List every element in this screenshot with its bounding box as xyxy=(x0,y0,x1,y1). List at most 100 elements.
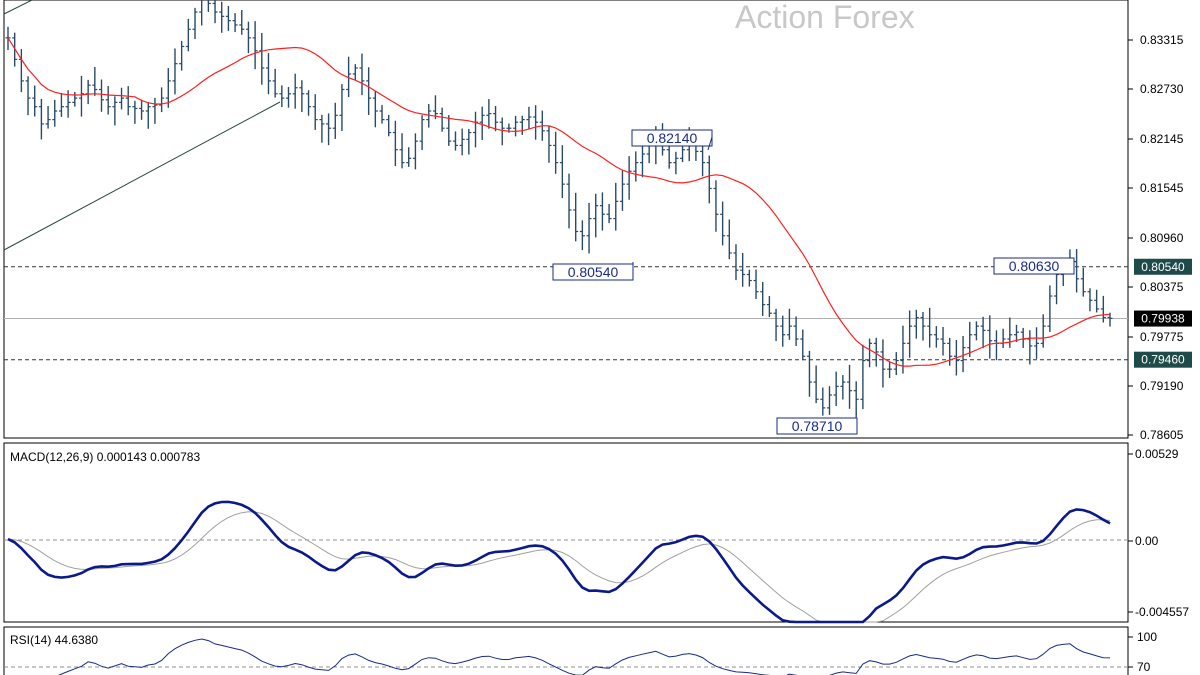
price-bar xyxy=(887,361,893,379)
price-bar xyxy=(185,18,191,52)
price-bar xyxy=(1100,295,1106,323)
rsi-tick-label: 70 xyxy=(1137,660,1151,674)
price-bar xyxy=(800,329,806,361)
price-bar xyxy=(319,114,325,143)
price-bar xyxy=(466,128,472,155)
price-bar xyxy=(786,308,792,340)
macd-label: MACD(12,26,9) 0.000143 0.000783 xyxy=(10,450,200,464)
price-bar xyxy=(533,105,539,140)
macd-tick-label: 0.00 xyxy=(1135,534,1159,548)
price-bar xyxy=(199,0,203,26)
price-bar xyxy=(245,21,251,54)
axis-price-tag-label: 0.79460 xyxy=(1141,353,1185,367)
rsi-axis: 100 70 xyxy=(1128,630,1157,674)
price-bar xyxy=(860,344,866,410)
annotation-label: 0.82140 xyxy=(647,130,698,146)
macd-line xyxy=(7,500,1111,624)
price-bar xyxy=(252,21,258,70)
price-bar xyxy=(853,381,859,418)
axis-price-tag: 0.79460 xyxy=(1134,351,1192,368)
price-bar xyxy=(132,100,138,124)
annotation-0.80630: 0.80630 xyxy=(993,257,1075,275)
price-bar xyxy=(987,315,993,359)
price-bar xyxy=(112,96,118,126)
price-bar xyxy=(733,244,739,281)
price-bar xyxy=(219,1,225,33)
price-bar xyxy=(25,76,31,116)
price-bar xyxy=(973,321,979,341)
macd-signal-line xyxy=(7,511,1111,623)
price-tick-label: 0.79190 xyxy=(1140,379,1184,393)
axis-price-tag: 0.79938 xyxy=(1134,310,1192,327)
price-bar xyxy=(372,91,378,128)
price-bar xyxy=(286,87,292,108)
price-bar xyxy=(359,53,365,96)
price-bar xyxy=(760,282,766,316)
price-bar xyxy=(907,310,913,358)
price-bar xyxy=(486,99,492,129)
price-bar xyxy=(439,107,445,132)
price-bar xyxy=(553,131,559,174)
price-bar xyxy=(700,145,706,177)
price-bar xyxy=(513,115,519,137)
price-bar xyxy=(873,337,879,367)
price-bar xyxy=(165,68,171,108)
price-bar xyxy=(207,0,211,12)
price-bar xyxy=(1047,285,1053,333)
price-bar xyxy=(279,85,285,108)
price-tick-label: 0.78605 xyxy=(1140,428,1184,442)
macd-tick-label: -0.004557 xyxy=(1135,605,1189,619)
price-bar xyxy=(1027,330,1033,365)
price-bar xyxy=(546,125,552,163)
price-bar xyxy=(813,365,819,404)
price-bar xyxy=(479,106,485,141)
price-bar xyxy=(579,220,585,251)
price-bar xyxy=(265,52,271,95)
price-bar xyxy=(1034,327,1040,359)
price-bar xyxy=(673,151,679,175)
price-channel xyxy=(3,0,281,251)
price-bar xyxy=(1087,288,1093,312)
price-bar xyxy=(593,193,599,238)
price-tick-label: 0.82145 xyxy=(1140,132,1184,146)
price-bar xyxy=(326,113,332,146)
price-bar xyxy=(232,13,238,33)
price-tick-label: 0.80960 xyxy=(1140,231,1184,245)
price-tick-label: 0.79775 xyxy=(1140,330,1184,344)
macd-panel-frame xyxy=(3,442,1129,623)
price-bar xyxy=(927,307,933,348)
price-bar xyxy=(426,103,432,128)
price-bar xyxy=(746,269,752,287)
price-bar xyxy=(212,0,218,24)
price-bar xyxy=(947,337,953,366)
price-bar xyxy=(793,316,799,346)
price-tick-label: 0.82730 xyxy=(1140,82,1184,96)
price-bar xyxy=(820,387,826,416)
price-bar xyxy=(379,104,385,124)
price-bar xyxy=(499,117,505,146)
price-bar xyxy=(720,201,726,246)
price-bar xyxy=(452,131,458,151)
price-bar xyxy=(867,338,873,368)
price-bar xyxy=(406,147,412,167)
price-bar xyxy=(1007,317,1013,348)
price-bar xyxy=(78,75,84,117)
price-bar xyxy=(399,133,405,169)
price-bar xyxy=(920,312,926,341)
price-bar xyxy=(192,7,198,40)
price-bar xyxy=(99,79,105,112)
price-bar xyxy=(119,87,125,110)
price-bar xyxy=(840,375,846,400)
price-bar xyxy=(92,66,98,96)
price-bar xyxy=(412,133,418,170)
price-bar xyxy=(893,352,899,376)
annotation-0.82140: 0.82140 xyxy=(631,129,713,151)
price-bar xyxy=(913,309,919,339)
price-bar xyxy=(526,106,532,129)
axis-price-tag: 0.80540 xyxy=(1134,258,1192,275)
price-bar xyxy=(566,173,572,229)
price-bar xyxy=(386,114,392,137)
price-bar xyxy=(706,155,712,204)
annotation-0.78710: 0.78710 xyxy=(776,417,858,435)
